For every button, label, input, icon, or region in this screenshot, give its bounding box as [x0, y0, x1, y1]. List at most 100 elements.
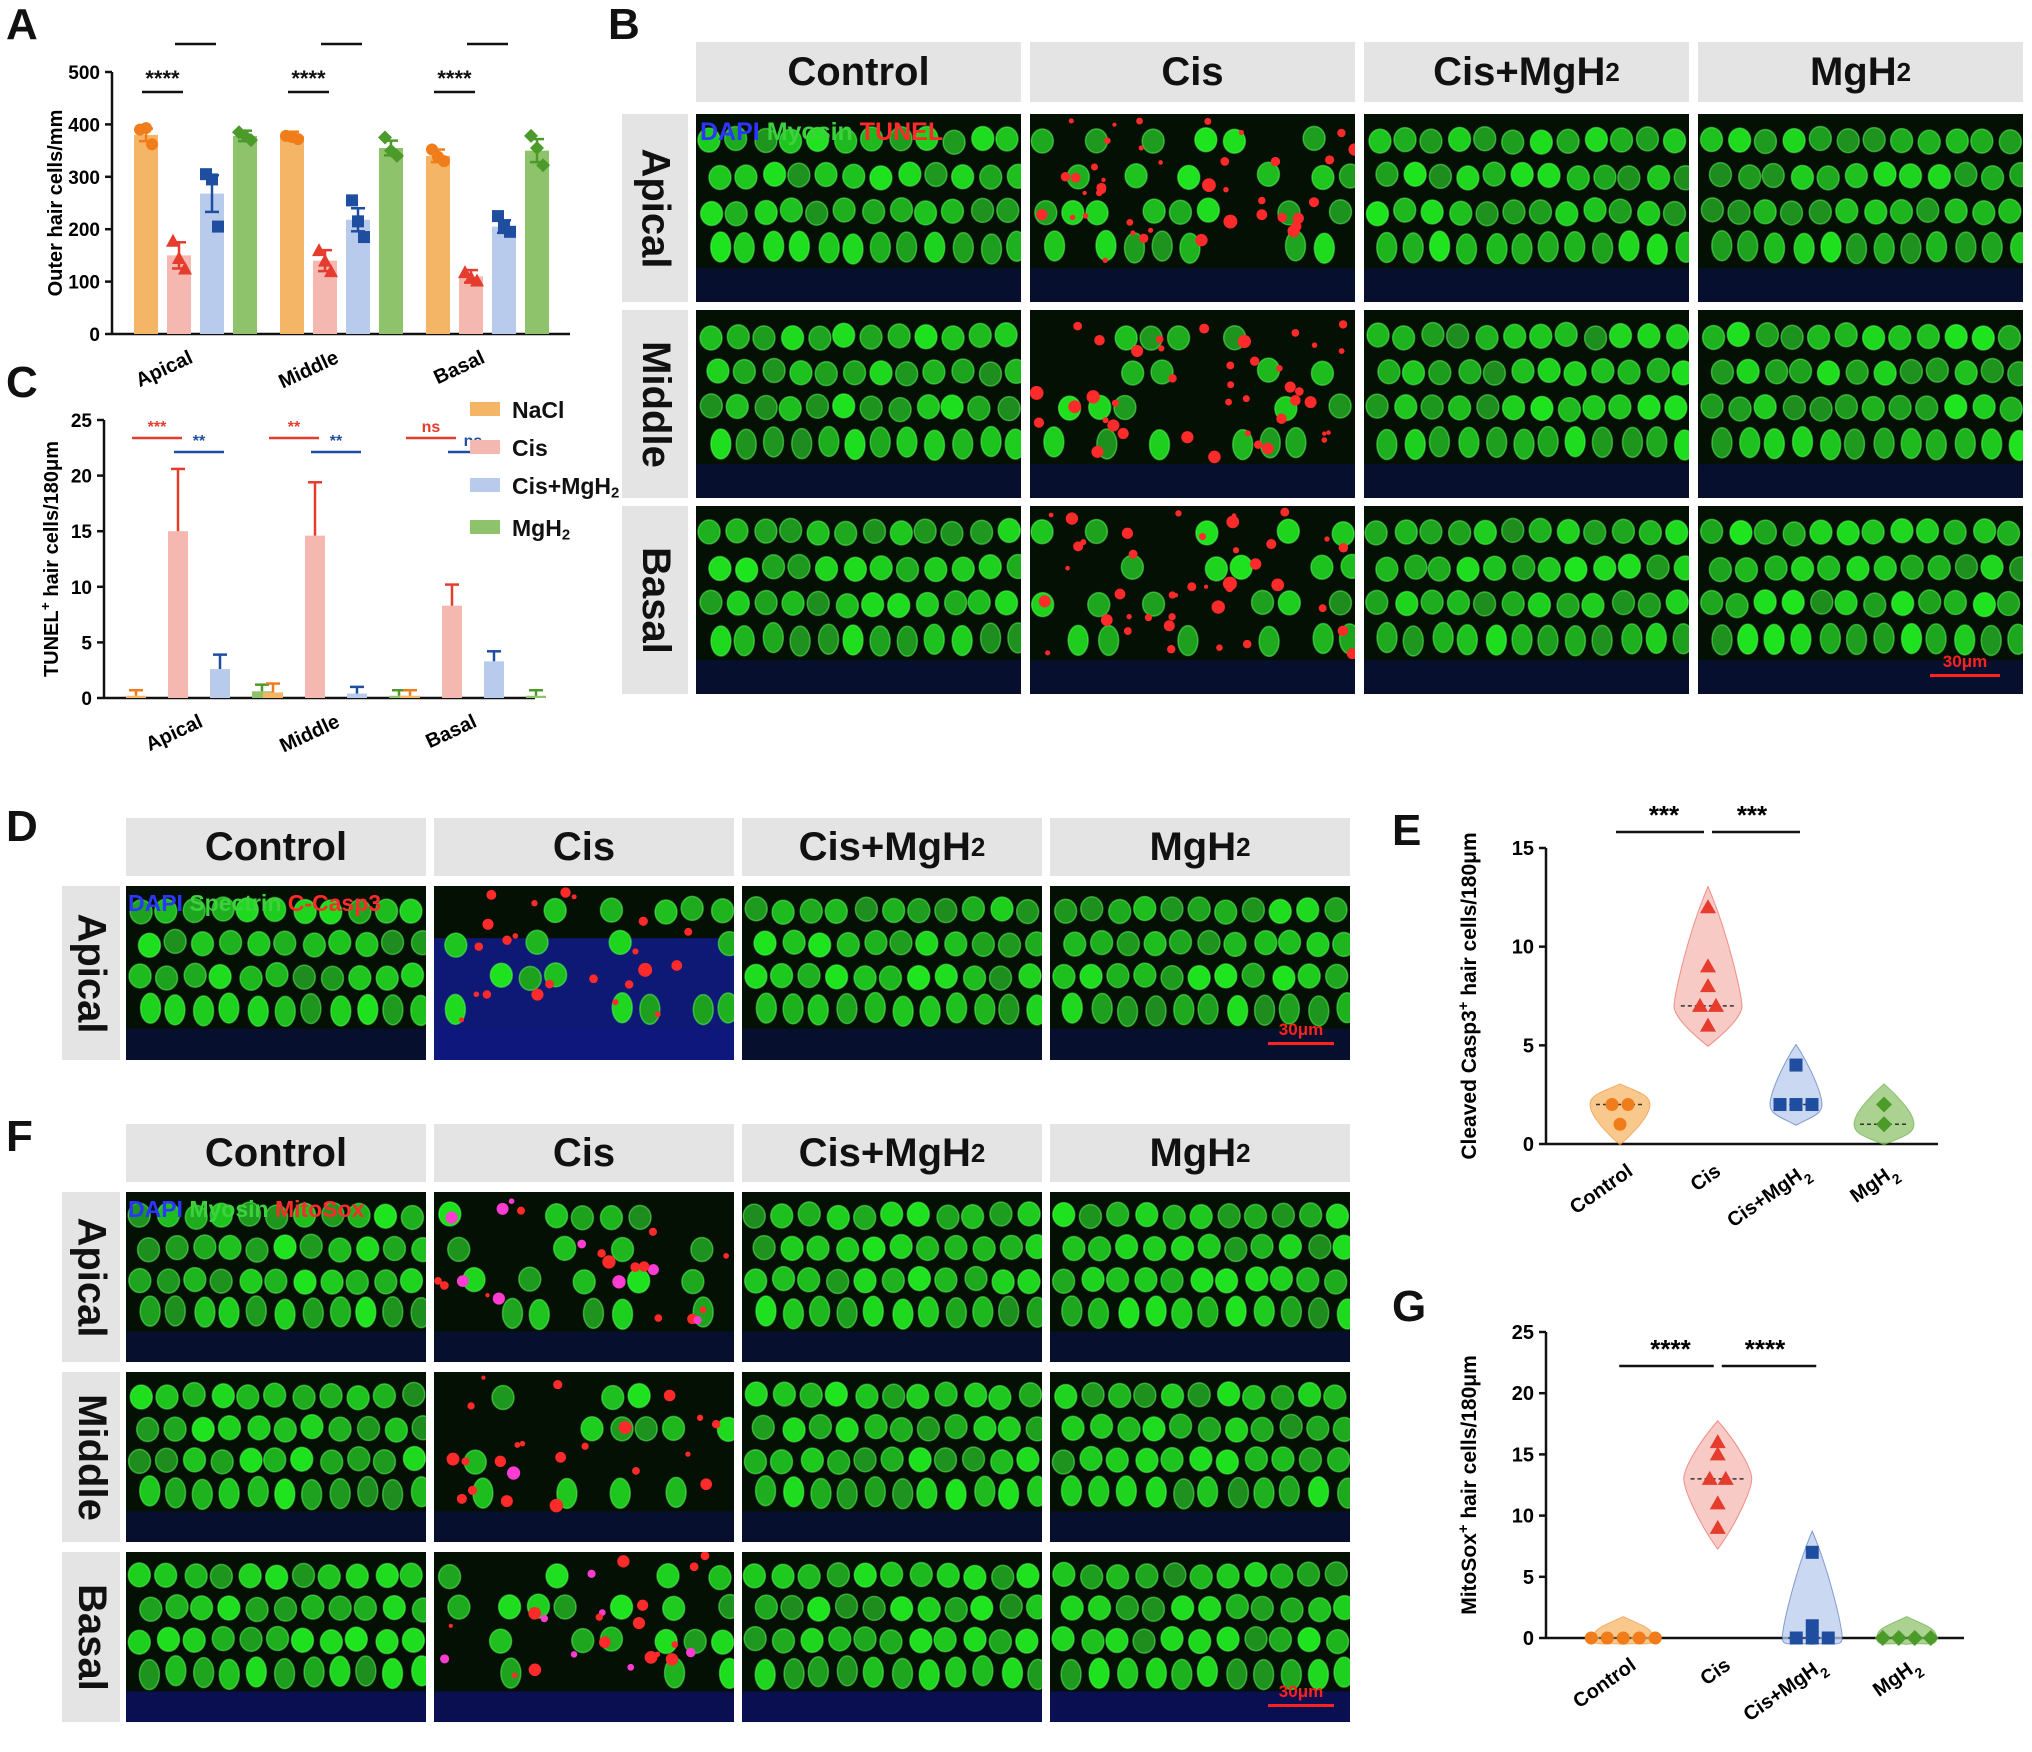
stain-dapi: DAPI	[128, 1196, 183, 1222]
bar	[263, 692, 283, 698]
col-header-mgh2: MgH 2	[1050, 1124, 1350, 1182]
data-point	[1708, 997, 1724, 1012]
y-tick-label: 400	[68, 115, 100, 136]
data-point	[438, 155, 450, 168]
bar	[400, 695, 420, 698]
micrograph-image	[1050, 1201, 1350, 1362]
x-tick-label: Control	[1569, 1654, 1640, 1713]
data-point	[212, 220, 224, 233]
data-point	[530, 140, 544, 155]
micrograph-d-apical-cis	[434, 886, 734, 1060]
micrograph-image	[1698, 125, 2023, 302]
data-point	[1922, 1630, 1939, 1646]
y-tick-label: 0	[89, 325, 100, 346]
x-tick-label: MgH2	[1846, 1160, 1904, 1212]
y-tick-label: 100	[68, 273, 100, 294]
data-point	[1700, 978, 1716, 993]
stain-myosin: Myosin	[189, 1196, 269, 1222]
col-header-control: Control	[126, 1124, 426, 1182]
y-tick-label: 20	[71, 467, 92, 488]
data-point	[492, 210, 504, 223]
x-tick-label: Apical	[132, 347, 196, 392]
violin	[1769, 1043, 1823, 1126]
data-point	[390, 148, 404, 163]
bar	[492, 226, 516, 334]
data-point	[1692, 997, 1708, 1012]
significance-label: **	[330, 433, 343, 450]
legend-label-cis: Cis	[512, 435, 548, 461]
micrograph-image	[1030, 117, 1355, 302]
y-tick-label: 5	[81, 633, 92, 654]
x-tick-label: Middle	[275, 347, 342, 394]
micrograph-image	[1050, 895, 1350, 1060]
micrograph-f-apical-cis	[434, 1192, 734, 1362]
stain-dapi: DAPI	[128, 890, 183, 916]
x-tick-label: Basal	[422, 711, 480, 753]
bar	[134, 134, 158, 334]
significance-label: ns	[422, 419, 441, 436]
data-point	[1876, 1116, 1892, 1133]
data-point	[146, 138, 158, 151]
data-point	[1773, 1098, 1787, 1112]
bar	[252, 691, 272, 698]
panel-label-b: B	[608, 0, 640, 49]
legend-swatch-mgh2	[470, 520, 500, 534]
data-point	[172, 251, 186, 265]
row-header-middle: Middle	[622, 310, 688, 498]
data-point	[1700, 899, 1716, 914]
y-tick-label: 200	[68, 220, 100, 241]
micrograph-image	[1364, 517, 1689, 694]
legend-label-cismgh2: Cis+MgH2	[512, 473, 620, 502]
scale-bar-b: 30μm	[1930, 652, 2000, 677]
data-point	[470, 273, 484, 287]
micrograph-b-middle-mgh2	[1698, 310, 2023, 498]
micrograph-d-apical-cis-mgh2	[742, 886, 1042, 1060]
col-header-cis: Cis	[1030, 42, 1355, 102]
y-tick-label: 20	[1512, 1383, 1534, 1405]
micrograph-b-apical-control	[696, 114, 1021, 302]
x-tick-label: Cis	[1687, 1160, 1725, 1196]
significance-label: ****	[291, 66, 326, 91]
significance-label: ***	[1649, 800, 1680, 830]
data-point	[1709, 1495, 1726, 1510]
data-point	[1632, 1631, 1646, 1645]
significance-label: ****	[470, 40, 505, 43]
bar	[525, 150, 549, 334]
micrograph-b-middle-cis	[1030, 310, 1355, 498]
significance-label: ****	[1745, 1334, 1786, 1364]
y-tick-label: 25	[1512, 1322, 1534, 1344]
panel-label-d: D	[6, 802, 38, 851]
data-point	[1709, 1519, 1726, 1534]
col-header-cis: Cis	[434, 818, 734, 876]
y-axis-label: Cleaved Casp3+ hair cells/180μm	[1456, 832, 1481, 1159]
panel-label-g: G	[1392, 1282, 1427, 1331]
micrograph-f-basal-cis	[434, 1552, 734, 1722]
micrograph-image	[126, 896, 426, 1060]
stain-legend-b: DAPI Myosin TUNEL	[700, 118, 943, 147]
row-header-middle: Middle	[62, 1372, 120, 1542]
micrograph-image	[696, 125, 1021, 302]
data-point	[238, 128, 252, 143]
data-point	[1906, 1630, 1923, 1646]
micrograph-image	[434, 1552, 734, 1722]
y-tick-label: 15	[1512, 1444, 1534, 1466]
data-point	[1605, 1098, 1619, 1112]
significance-label: ****	[1650, 1334, 1691, 1364]
bar	[442, 605, 462, 698]
micrograph-image	[126, 1562, 426, 1722]
micrograph-b-apical-cis-mgh2	[1364, 114, 1689, 302]
stain-c-casp3: C-Casp3	[287, 890, 382, 916]
data-point	[324, 264, 338, 278]
data-point	[244, 133, 258, 148]
bar	[233, 135, 257, 334]
significance-label: ****	[437, 66, 472, 91]
micrograph-image	[742, 1381, 1042, 1542]
micrograph-b-basal-cis-mgh2	[1364, 506, 1689, 694]
micrograph-image	[434, 1198, 734, 1362]
micrograph-image	[742, 1561, 1042, 1722]
micrograph-f-middle-control	[126, 1372, 426, 1542]
stain-dapi: DAPI	[700, 118, 760, 146]
data-point	[206, 173, 218, 186]
x-tick-label: Middle	[276, 711, 343, 758]
bar	[484, 661, 504, 698]
